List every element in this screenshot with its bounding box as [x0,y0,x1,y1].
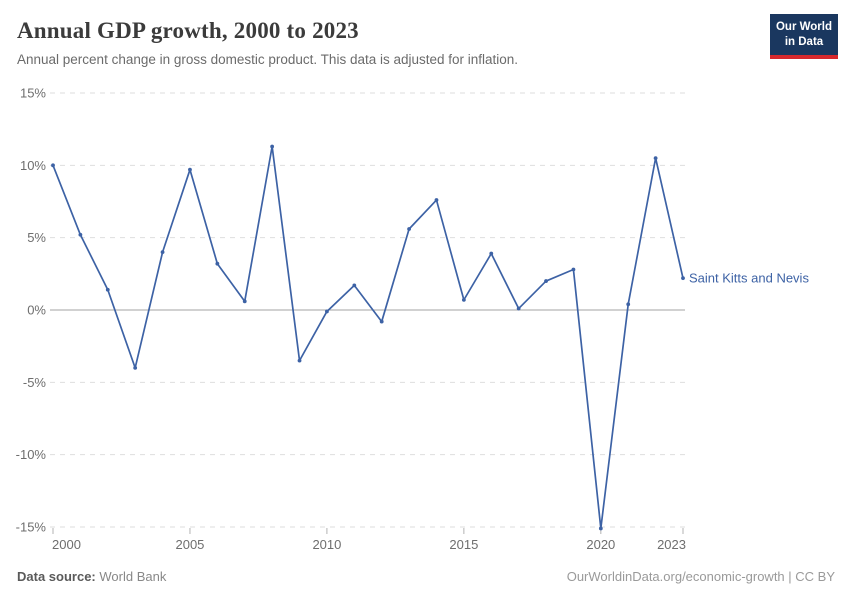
data-point[interactable] [407,227,411,231]
data-point[interactable] [105,287,110,292]
data-point[interactable] [544,279,548,283]
data-point[interactable] [215,261,220,266]
series-line[interactable] [52,145,684,530]
data-point[interactable] [297,358,302,363]
x-axis-tick-label: 2020 [586,537,615,552]
x-axis-tick-label: 2015 [449,537,478,552]
data-point[interactable] [270,144,275,149]
data-point[interactable] [489,251,494,256]
owid-logo: Our World in Data [770,14,838,59]
data-source-note: Data source: World Bank [17,569,166,584]
data-point[interactable] [379,319,384,324]
data-point[interactable] [352,283,357,288]
data-point[interactable] [598,526,603,531]
y-axis-tick-label: 5% [27,230,46,245]
data-point[interactable] [516,306,521,311]
data-point[interactable] [242,299,247,304]
data-point[interactable] [434,198,439,202]
data-point[interactable] [626,302,631,307]
x-axis-tick-label: 2010 [312,537,341,552]
data-point[interactable] [160,250,165,255]
y-axis-tick-label: -10% [16,447,47,462]
y-axis-tick-label: -15% [16,520,47,535]
y-axis-tick-label: 15% [20,86,46,101]
y-axis-tick-label: 0% [27,303,46,318]
data-point[interactable] [571,267,576,272]
data-point[interactable] [133,365,138,370]
x-axis-tick-label: 2005 [175,537,204,552]
credit-link[interactable]: OurWorldinData.org/economic-growth | CC … [566,569,835,584]
data-point[interactable] [653,156,658,161]
page-title: Annual GDP growth, 2000 to 2023 [17,18,359,43]
x-axis-tick-label: 2023 [657,537,686,552]
data-point[interactable] [461,297,466,302]
data-point[interactable] [681,276,685,281]
data-point[interactable] [51,163,55,168]
data-point[interactable] [325,309,329,314]
owid-logo-line1: Our World [775,21,832,33]
y-axis-tick-label: 10% [20,158,46,173]
series-entity-label[interactable]: Saint Kitts and Nevis [689,271,809,286]
chart-subtitle: Annual percent change in gross domestic … [17,52,519,67]
data-point[interactable] [188,167,192,172]
owid-logo-line2: in Data [784,35,824,48]
x-axis-tick-label: 2000 [52,537,81,552]
y-axis-tick-label: -5% [23,375,47,390]
data-point[interactable] [78,232,83,237]
data-source-value: World Bank [99,569,167,584]
data-source-label: Data source: [17,569,96,584]
